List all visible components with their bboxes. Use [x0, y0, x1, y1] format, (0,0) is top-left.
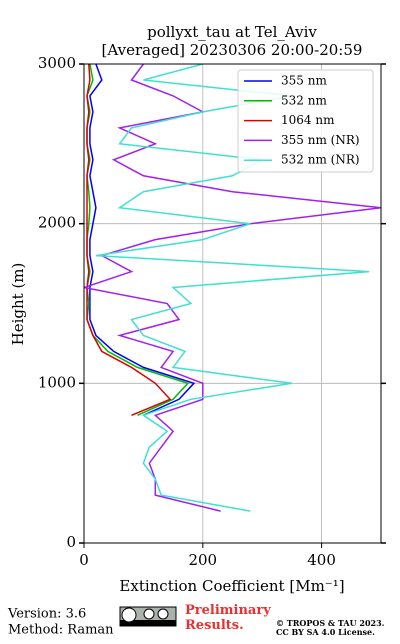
profile-line	[86, 64, 190, 416]
y-tick-label: 0	[66, 533, 76, 551]
y-axis-label: Height (m)	[9, 263, 27, 346]
legend-box	[237, 69, 374, 173]
legend-label: 532 nm (NR)	[281, 153, 360, 167]
profile-line	[89, 64, 196, 416]
notice: Preliminary Results.	[185, 603, 271, 633]
method: Method: Raman	[8, 623, 114, 638]
version: Version: 3.6	[7, 607, 86, 622]
y-tick-label: 1000	[38, 373, 76, 391]
plot-frame	[83, 63, 382, 544]
license: © TROPOS & TAU 2023.	[276, 618, 385, 628]
profile-line	[86, 64, 172, 416]
lines	[84, 64, 381, 512]
x-tick-label: 400	[307, 551, 336, 569]
legend-label: 355 nm	[281, 74, 327, 88]
y-tick-label: 2000	[38, 214, 76, 232]
x-tick-label: 0	[79, 551, 89, 569]
legend-label: 532 nm	[281, 93, 327, 107]
y-tick-label: 3000	[38, 54, 76, 72]
legend-label: 355 nm (NR)	[281, 133, 360, 147]
cc-logo	[119, 606, 177, 627]
chart-title: pollyxt_tau at Tel_Aviv	[147, 23, 317, 41]
profile-line	[95, 64, 370, 512]
x-axis-label: Extinction Coefficient [Mm⁻¹]	[119, 577, 344, 595]
x-tick-label: 200	[188, 551, 217, 569]
legend-label: 1064 nm	[281, 113, 335, 127]
license: CC BY SA 4.0 License.	[276, 627, 375, 637]
chart-title: [Averaged] 20230306 20:00-20:59	[102, 41, 363, 59]
profile-line	[84, 64, 381, 512]
